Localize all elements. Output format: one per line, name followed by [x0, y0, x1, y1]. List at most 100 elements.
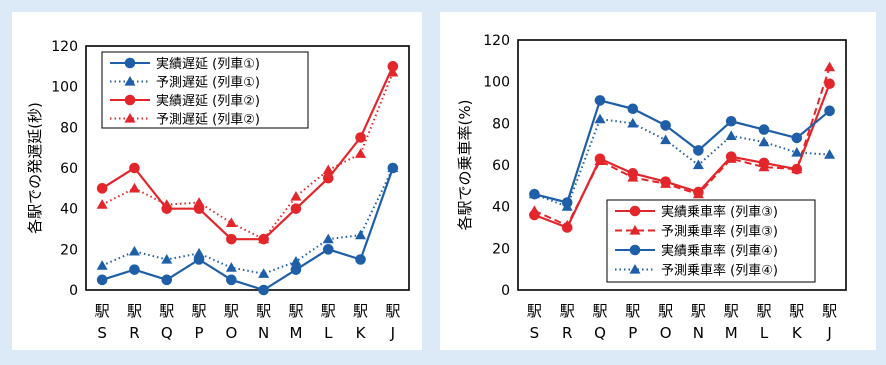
- series-point: [824, 149, 836, 159]
- series-point: [660, 134, 672, 145]
- series-point: [725, 115, 737, 127]
- y-tick-label: 20: [60, 242, 78, 258]
- series-point: [758, 136, 770, 147]
- series-point: [96, 274, 108, 286]
- series-point: [258, 233, 270, 244]
- series-point: [128, 182, 140, 193]
- series-point: [290, 256, 302, 266]
- series-point: [322, 164, 334, 175]
- series-point: [627, 172, 639, 182]
- series-point: [355, 229, 367, 240]
- plot-area-frame: [85, 45, 410, 291]
- series-line: [101, 167, 394, 292]
- y-tick-label: 100: [483, 75, 510, 91]
- legend-label: 実績乗車率 (列車③): [661, 204, 778, 220]
- legend-box: [606, 199, 816, 283]
- series-point: [528, 205, 540, 215]
- series-point: [322, 244, 334, 255]
- series-line: [534, 99, 831, 204]
- series-point: [355, 254, 366, 265]
- y-tick-label: 40: [492, 200, 510, 216]
- series-line: [101, 72, 394, 241]
- legend-marker: [629, 244, 641, 256]
- y-tick-label: 120: [51, 39, 78, 55]
- series-point: [824, 61, 836, 72]
- series-point: [725, 153, 737, 163]
- series-point: [791, 147, 803, 157]
- y-tick-label: 80: [492, 116, 510, 132]
- legend-marker: [629, 225, 641, 235]
- legend-label: 実績遅延 (列車①): [156, 56, 260, 72]
- series-point: [355, 148, 367, 158]
- legend-label: 実績遅延 (列車②): [156, 93, 260, 109]
- series-point: [290, 203, 302, 214]
- y-tick-label: 120: [483, 33, 510, 49]
- y-tick-label: 60: [492, 158, 510, 174]
- series-point: [660, 178, 672, 188]
- legend-marker: [124, 113, 136, 123]
- y-tick-label: 0: [69, 283, 78, 299]
- series-point: [528, 188, 540, 199]
- series-point: [129, 162, 140, 174]
- y-tick-label: 20: [492, 241, 510, 257]
- series-point: [96, 199, 108, 209]
- series-point: [290, 190, 302, 201]
- series-point: [96, 260, 108, 270]
- series-point: [693, 145, 704, 156]
- series-point: [824, 78, 835, 90]
- series-point: [193, 247, 205, 258]
- y-tick-label: 40: [60, 202, 78, 218]
- series-point: [387, 66, 399, 77]
- series-point: [561, 201, 573, 211]
- legend-label: 予測乗車率 (列車③): [661, 224, 778, 240]
- legend-marker: [629, 205, 641, 217]
- series-point: [322, 233, 334, 244]
- y-tick-label: 80: [60, 120, 78, 136]
- series-point: [225, 262, 237, 272]
- legend-marker: [629, 264, 641, 274]
- series-point: [128, 245, 140, 256]
- series-point: [824, 105, 835, 117]
- y-tick-label: 0: [501, 283, 510, 299]
- series-point: [758, 161, 770, 172]
- y-tick-label: 60: [60, 161, 78, 177]
- legend-marker: [124, 76, 136, 86]
- series-point: [258, 268, 270, 278]
- series-line: [101, 167, 394, 275]
- series-point: [225, 217, 237, 228]
- series-point: [258, 284, 269, 296]
- series-point: [96, 183, 108, 194]
- chart-1: 0 20 40 60 80 100 120 駅 S 駅 R 駅 Q 駅 P 駅 O 駅 N 駅 M 駅 L 駅 K 駅 J 各駅での発…: [12, 12, 422, 350]
- series-point: [594, 95, 606, 106]
- series-point: [561, 219, 573, 230]
- series-point: [725, 130, 737, 140]
- series-point: [161, 274, 173, 286]
- series-point: [161, 254, 173, 264]
- series-point: [355, 132, 366, 143]
- plot-area-frame: [517, 39, 847, 291]
- series-point: [387, 162, 399, 173]
- series-point: [161, 199, 173, 209]
- series-point: [290, 264, 302, 275]
- series-point: [692, 188, 704, 199]
- y-axis-label: 各駅での発遅延(秒): [26, 102, 44, 234]
